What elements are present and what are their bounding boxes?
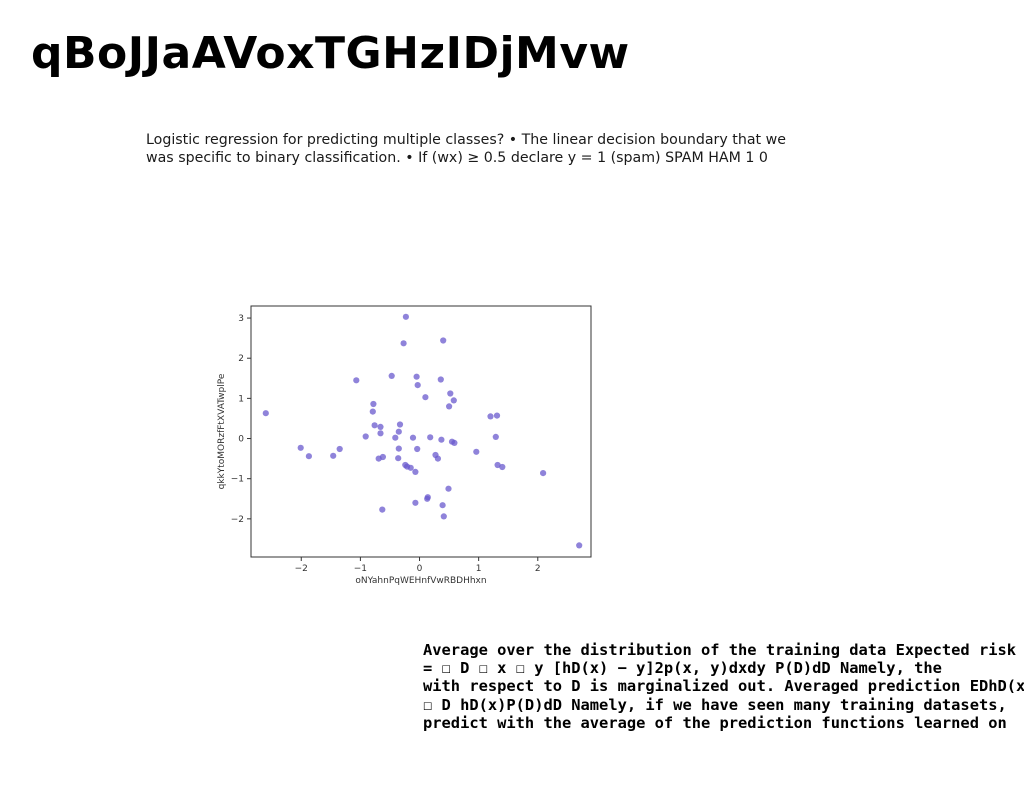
scatter-point	[262, 410, 269, 417]
expected-risk-paragraph: Average over the distribution of the tra…	[423, 641, 1024, 732]
scatter-point	[412, 499, 419, 506]
scatter-point	[353, 377, 360, 384]
x-tick-label: −1	[354, 564, 367, 574]
risk-line: with respect to D is marginalized out. A…	[423, 677, 1024, 696]
scatter-point	[370, 400, 377, 408]
scatter-point	[499, 463, 506, 471]
scatter-point	[439, 502, 446, 509]
risk-line: ☐ D hD(x)P(D)dD Namely, if we have seen …	[423, 695, 1007, 714]
scatter-point	[424, 495, 431, 502]
y-axis-label: qkkYtoMORzfFtXVATwplPe	[217, 373, 227, 489]
scatter-point	[473, 448, 480, 455]
scatter-point	[540, 470, 547, 477]
scatter-point	[412, 468, 419, 475]
scatter-point	[395, 455, 402, 462]
scatter-point	[371, 422, 378, 429]
scatter-point	[402, 313, 409, 320]
x-tick-label: 0	[417, 564, 423, 574]
scatter-point	[377, 423, 384, 430]
scatter-point	[409, 434, 417, 441]
scatter-point	[437, 376, 444, 383]
scatter-point	[493, 412, 501, 419]
scatter-point	[395, 445, 402, 452]
scatter-point	[446, 403, 453, 410]
x-axis: −2 −1 0 1 2	[295, 557, 541, 574]
scatter-point	[440, 513, 447, 520]
scatter-point	[434, 455, 441, 462]
scatter-point	[438, 436, 445, 443]
scatter-point	[427, 434, 434, 441]
risk-line: = ☐ D ☐ x ☐ y [hD(x) − y]2p(x, y)dxdy P(…	[423, 659, 942, 678]
risk-line: Average over the distribution of the tra…	[423, 641, 1024, 659]
scatter-point	[450, 397, 457, 404]
scatter-point	[407, 464, 414, 471]
scatter-point	[440, 337, 447, 344]
scatter-point	[576, 542, 583, 549]
intro-line: Logistic regression for predicting multi…	[146, 132, 786, 148]
scatter-point	[400, 340, 407, 347]
scatter-point	[414, 445, 421, 453]
y-tick-label: −2	[231, 515, 244, 525]
page-title: qBoJJaAVoxTGHzIDjMvw	[31, 28, 630, 79]
scatter-point	[492, 433, 499, 440]
scatter-point	[395, 428, 402, 435]
scatter-point	[451, 439, 458, 446]
plot-frame	[250, 305, 592, 558]
chart-points	[262, 313, 583, 549]
scatter-point	[369, 408, 376, 415]
scatter-point	[494, 461, 501, 469]
scatter-point	[336, 445, 343, 453]
scatter-point	[297, 444, 304, 451]
scatter-point	[447, 390, 454, 397]
y-tick-label: 3	[238, 314, 244, 324]
intro-line: was specific to binary classification. •…	[146, 150, 768, 166]
y-tick-label: 1	[238, 394, 244, 404]
risk-line: predict with the average of the predicti…	[423, 713, 1007, 732]
x-tick-label: −2	[295, 564, 308, 574]
scatter-point	[362, 433, 369, 440]
scatter-point	[413, 373, 420, 380]
scatter-point	[392, 434, 399, 441]
y-tick-label: 0	[238, 435, 244, 445]
scatter-point	[330, 452, 337, 459]
y-axis: −2 −1 0 1 2 3	[231, 314, 251, 525]
scatter-point	[375, 455, 382, 462]
scatter-point	[379, 506, 386, 513]
scatter-point	[305, 453, 312, 460]
x-tick-label: 2	[535, 564, 541, 574]
x-tick-label: 1	[476, 564, 482, 574]
x-axis-label: oNYahnPqWEHnfVwRBDHhxn	[355, 576, 486, 586]
scatter-point	[414, 382, 421, 389]
scatter-point	[422, 394, 429, 401]
scatter-point	[377, 430, 384, 437]
scatter-point	[396, 421, 404, 428]
scatter-point	[388, 372, 395, 379]
scatter-point	[487, 413, 494, 420]
scatter-point	[445, 485, 452, 492]
y-tick-label: −1	[231, 475, 244, 485]
y-tick-label: 2	[238, 354, 244, 364]
intro-paragraph: Logistic regression for predicting multi…	[146, 131, 806, 167]
